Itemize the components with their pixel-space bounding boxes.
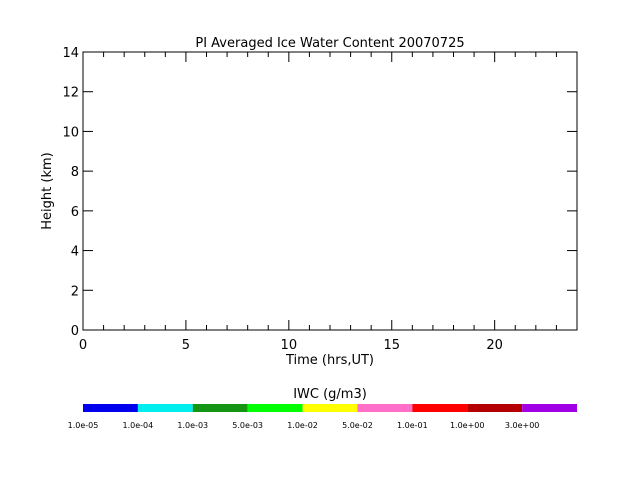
x-tick-label: 10 bbox=[281, 338, 298, 353]
chart-title: PI Averaged Ice Water Content 20070725 bbox=[195, 36, 464, 51]
colorbar-tick-label: 1.0e-03 bbox=[177, 421, 208, 430]
colorbar-tick-label: 1.0e-02 bbox=[287, 421, 318, 430]
y-tick-label: 14 bbox=[62, 46, 79, 61]
y-tick-label: 12 bbox=[62, 86, 79, 101]
plot-area-frame bbox=[82, 51, 578, 331]
y-tick-label: 2 bbox=[71, 284, 79, 299]
y-axis-ticks: 0 2 4 6 8 10 12 14 bbox=[62, 46, 577, 339]
colorbar-tick-label: 5.0e-03 bbox=[232, 421, 263, 430]
colorbar-tick-label: 1.0e-04 bbox=[123, 421, 154, 430]
x-tick-label: 0 bbox=[79, 338, 87, 353]
y-tick-label: 6 bbox=[71, 205, 79, 220]
colorbar-swatch bbox=[412, 404, 468, 412]
x-axis-ticks: 0 5 10 15 20 bbox=[79, 52, 578, 353]
colorbar-tick-label: 5.0e-02 bbox=[342, 421, 373, 430]
colorbar-swatch bbox=[192, 404, 248, 412]
colorbar-swatch bbox=[302, 404, 358, 412]
colorbar-tick-label: 3.0e+00 bbox=[505, 421, 540, 430]
colorbar-swatch bbox=[467, 404, 523, 412]
colorbar-swatch bbox=[137, 404, 193, 412]
colorbar-tick-label: 1.0e-05 bbox=[68, 421, 99, 430]
y-tick-label: 8 bbox=[71, 165, 79, 180]
x-tick-label: 15 bbox=[383, 338, 400, 353]
x-tick-label: 5 bbox=[182, 338, 190, 353]
colorbar-tick-label: 1.0e-01 bbox=[397, 421, 428, 430]
x-axis-label: Time (hrs,UT) bbox=[285, 353, 374, 368]
colorbar-swatch bbox=[247, 404, 303, 412]
colorbar: 1.0e-05 1.0e-04 1.0e-03 5.0e-03 1.0e-02 5.0e-… bbox=[68, 404, 577, 430]
colorbar-tick-label: 1.0e+00 bbox=[450, 421, 485, 430]
colorbar-swatch bbox=[522, 404, 577, 412]
y-axis-label: Height (km) bbox=[40, 152, 55, 229]
colorbar-swatch bbox=[83, 404, 138, 412]
colorbar-swatch bbox=[357, 404, 413, 412]
colorbar-label: IWC (g/m3) bbox=[293, 387, 367, 402]
y-tick-label: 10 bbox=[62, 125, 79, 140]
y-tick-label: 0 bbox=[71, 324, 79, 339]
x-tick-label: 20 bbox=[486, 338, 503, 353]
y-tick-label: 4 bbox=[71, 245, 79, 260]
